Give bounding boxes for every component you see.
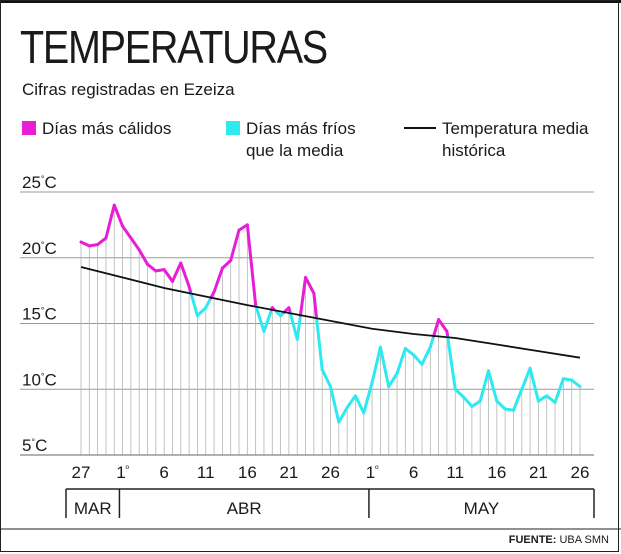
legend-cold-label-line1: Días más fríos bbox=[246, 119, 356, 138]
month-label: MAY bbox=[464, 499, 500, 518]
x-tick-label: 21 bbox=[279, 463, 298, 482]
temperature-segment bbox=[295, 313, 302, 341]
temperature-segment bbox=[220, 258, 233, 270]
y-tick-label: 25°C bbox=[22, 173, 57, 192]
temperature-segment bbox=[162, 268, 174, 283]
temperature-segment bbox=[146, 262, 158, 273]
legend-warm-swatch bbox=[22, 121, 36, 135]
x-tick-label: 6 bbox=[409, 463, 418, 482]
temperature-segment bbox=[315, 316, 324, 372]
temperature-segment bbox=[403, 346, 416, 357]
y-tick-label: 10°C bbox=[22, 370, 57, 389]
temperature-segment bbox=[528, 366, 540, 403]
source-label: FUENTE: bbox=[508, 534, 557, 546]
legend-cold: Días más fríos que la media bbox=[226, 118, 356, 162]
source-name: UBA SMN bbox=[559, 534, 609, 546]
temperature-segment bbox=[362, 381, 374, 415]
top-rule bbox=[0, 0, 621, 3]
temperature-segment bbox=[387, 371, 399, 389]
month-label: MAR bbox=[74, 499, 112, 518]
temperature-segment bbox=[520, 366, 532, 391]
chart-subtitle: Cifras registradas en Ezeiza bbox=[22, 80, 235, 99]
legend-historic-label-line1: Temperatura media bbox=[442, 119, 589, 138]
temperature-segment bbox=[129, 236, 141, 252]
legend-warm: Días más cálidos bbox=[22, 118, 171, 140]
temperature-segment bbox=[170, 261, 183, 283]
temperature-segment bbox=[553, 377, 565, 404]
month-label: ABR bbox=[227, 499, 262, 518]
x-tick-label: 26 bbox=[571, 463, 590, 482]
temperature-segment bbox=[112, 203, 125, 228]
chart-title: TEMPERATURAS bbox=[20, 21, 328, 73]
temperature-segment bbox=[478, 369, 491, 403]
temperature-segment bbox=[345, 394, 357, 410]
temperature-segment bbox=[536, 394, 549, 403]
x-tick-label: 1º bbox=[116, 463, 129, 482]
temperature-segment bbox=[195, 306, 208, 318]
x-tick-label: 27 bbox=[72, 463, 91, 482]
temperature-segment bbox=[96, 236, 108, 247]
temperature-segment bbox=[545, 394, 557, 404]
x-tick-label: 6 bbox=[159, 463, 168, 482]
x-tick-label: 1º bbox=[366, 463, 379, 482]
temperature-segment bbox=[298, 275, 308, 317]
temperature-segment bbox=[212, 266, 224, 294]
legend-historic-line bbox=[404, 127, 436, 129]
temperature-segment bbox=[437, 318, 449, 333]
temperature-segment bbox=[370, 345, 382, 385]
source-credit: FUENTE: UBA SMN bbox=[509, 534, 609, 546]
temperature-segment bbox=[511, 387, 524, 412]
legend-historic: Temperatura media histórica bbox=[404, 118, 588, 162]
x-tick-label: 11 bbox=[197, 463, 215, 482]
temperature-segment bbox=[320, 368, 332, 389]
x-tick-label: 16 bbox=[238, 463, 257, 482]
x-tick-label: 21 bbox=[529, 463, 548, 482]
temperature-segment bbox=[245, 223, 258, 307]
historic-average-line bbox=[80, 266, 581, 359]
temperature-segment bbox=[378, 345, 391, 389]
temperature-segment bbox=[470, 399, 482, 408]
y-tick-label: 5°C bbox=[22, 436, 47, 455]
temperature-segment bbox=[312, 291, 319, 320]
legend-historic-label-line2: histórica bbox=[442, 141, 506, 160]
temperature-segment bbox=[420, 345, 432, 366]
temperature-segment bbox=[353, 394, 366, 415]
temperature-segment bbox=[432, 318, 441, 338]
x-tick-label: 16 bbox=[487, 463, 506, 482]
temperature-segment bbox=[329, 385, 341, 424]
y-tick-label: 15°C bbox=[22, 305, 57, 324]
temperature-segment bbox=[121, 224, 133, 240]
legend-cold-label-line2: que la media bbox=[246, 141, 344, 160]
temperature-segment bbox=[304, 275, 316, 295]
x-tick-label: 26 bbox=[321, 463, 340, 482]
temperature-segment bbox=[254, 305, 266, 333]
legend-warm-label: Días más cálidos bbox=[42, 119, 172, 138]
temperature-segment bbox=[179, 261, 191, 289]
temperature-segment bbox=[262, 308, 274, 333]
temperature-segment bbox=[189, 292, 199, 318]
x-tick-label: 11 bbox=[446, 463, 464, 482]
temperature-segment bbox=[104, 203, 116, 240]
temperature-segment bbox=[337, 406, 349, 424]
temperature-segment bbox=[79, 240, 91, 248]
y-tick-label: 20°C bbox=[22, 239, 57, 258]
temperature-segment bbox=[412, 353, 424, 366]
temperature-segment bbox=[453, 387, 466, 399]
temperature-segment bbox=[229, 228, 241, 262]
temperature-segment bbox=[395, 346, 407, 375]
temperature-segment bbox=[570, 378, 582, 389]
temperature-segment bbox=[288, 311, 299, 341]
legend-cold-swatch bbox=[226, 121, 240, 135]
temperature-segment bbox=[495, 399, 507, 411]
temperature-segment bbox=[487, 369, 499, 403]
temperature-segment bbox=[137, 248, 150, 266]
temperature-segment bbox=[428, 334, 436, 349]
temperature-segment bbox=[462, 395, 474, 408]
temperature-segment bbox=[204, 296, 213, 310]
temperature-segment bbox=[446, 335, 457, 391]
